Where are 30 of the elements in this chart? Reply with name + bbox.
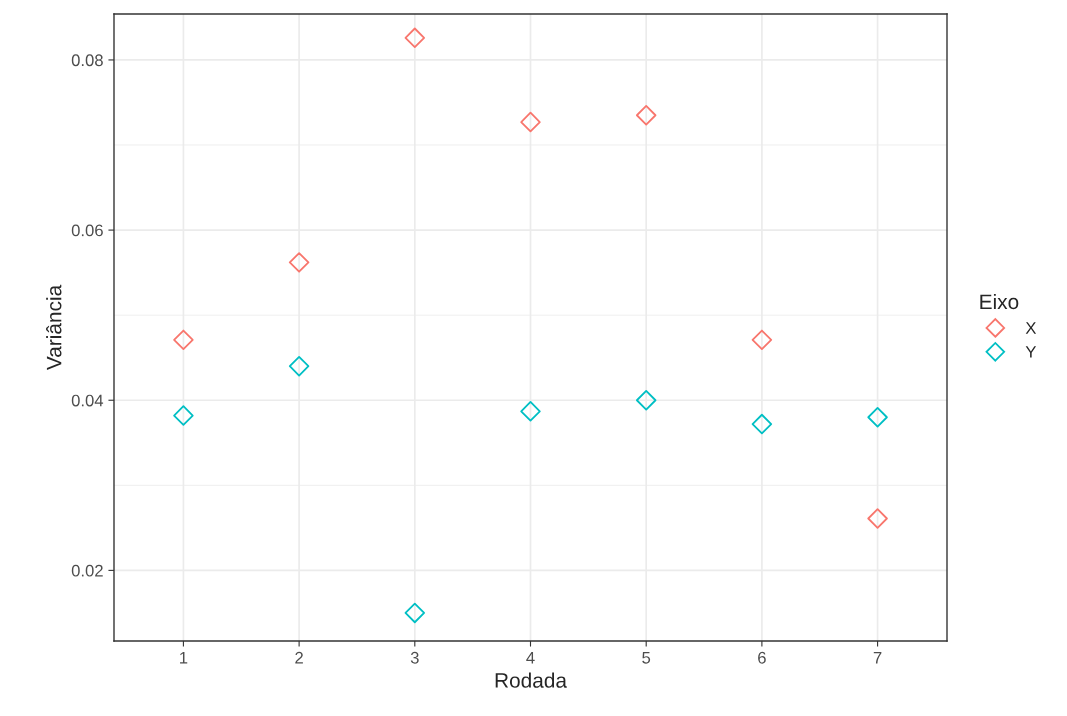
point [288, 252, 310, 273]
point [520, 401, 541, 422]
x-tick-label: 5 [642, 652, 651, 664]
point [173, 405, 194, 426]
x-tick-label: 3 [410, 651, 419, 664]
point [404, 27, 426, 49]
point [173, 329, 194, 351]
x-tick-label: 4 [526, 652, 535, 664]
legend-label: Y [1025, 346, 1037, 358]
point [404, 602, 426, 624]
x-tick-label: 6 [758, 651, 766, 664]
point [288, 355, 310, 377]
point [520, 111, 541, 133]
x-axis-title: Rodada [495, 672, 567, 688]
legend-label: X [1025, 322, 1037, 334]
y-tick-label: 0.08 [71, 54, 103, 67]
point [635, 390, 657, 411]
y-tick-label: 0.06 [71, 224, 103, 237]
point [867, 508, 888, 529]
x-tick-label: 1 [180, 652, 188, 664]
point [751, 329, 773, 351]
x-tick-label: 2 [295, 651, 303, 664]
y-tick-label: 0.02 [71, 564, 103, 577]
point [751, 413, 773, 435]
y-tick-label: 0.04 [71, 394, 104, 407]
point [635, 105, 657, 126]
x-tick-label: 7 [873, 652, 882, 664]
y-axis-title: Variância [46, 284, 62, 371]
legend-title: Eixo [980, 293, 1019, 310]
point [867, 407, 888, 428]
